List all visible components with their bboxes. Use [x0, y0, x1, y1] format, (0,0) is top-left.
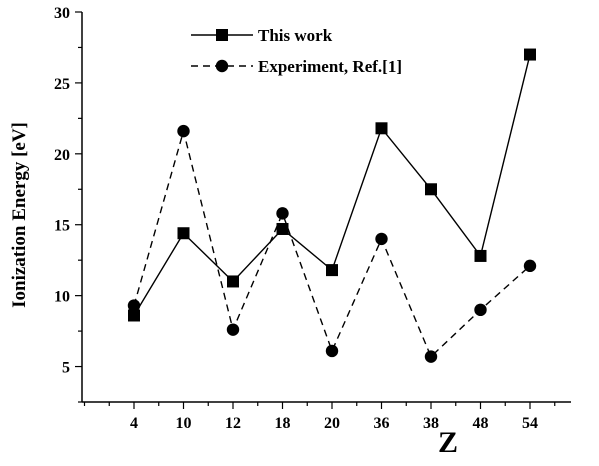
data-point-square — [474, 249, 487, 262]
legend: This work Experiment, Ref.[1] — [191, 26, 402, 76]
y-tick-label: 30 — [54, 5, 70, 22]
y-tick-label: 15 — [54, 218, 70, 235]
x-tick-label: 10 — [176, 415, 192, 432]
data-point-square — [128, 309, 140, 322]
y-axis-ticks: 5 10 15 20 25 30 — [54, 5, 82, 403]
data-point-square — [425, 183, 437, 196]
data-point-circle — [177, 124, 190, 138]
data-point-square — [375, 122, 388, 135]
x-tick-label: 38 — [423, 415, 439, 432]
series-this-work — [128, 48, 536, 322]
x-axis-ticks: 4 10 12 18 20 36 38 48 54 — [83, 402, 556, 432]
x-tick-label: 18 — [275, 415, 291, 432]
data-point-circle — [325, 344, 339, 358]
x-tick-label: 12 — [225, 415, 241, 432]
x-tick-label: 4 — [130, 415, 138, 432]
x-tick-label: 36 — [374, 415, 390, 432]
data-series — [127, 48, 537, 363]
data-point-circle — [424, 350, 438, 363]
data-point-square — [227, 275, 239, 288]
series-line — [133, 54, 531, 316]
data-point-square — [326, 264, 338, 277]
data-point-circle — [226, 323, 240, 336]
series-experiment — [127, 124, 537, 363]
data-point-circle — [474, 303, 487, 317]
data-point-square — [276, 222, 289, 235]
x-axis-title: Z — [438, 426, 458, 459]
x-tick-label: 54 — [522, 415, 538, 432]
data-point-circle — [276, 207, 289, 220]
legend-marker-circle — [215, 59, 229, 73]
y-tick-label: 25 — [54, 76, 70, 93]
y-tick-label: 20 — [54, 147, 70, 164]
legend-label: This work — [258, 26, 333, 45]
data-point-circle — [127, 299, 141, 312]
x-tick-label: 48 — [473, 415, 489, 432]
series-line — [133, 128, 531, 358]
legend-item: Experiment, Ref.[1] — [191, 57, 402, 76]
x-tick-label: 20 — [324, 415, 340, 432]
legend-label: Experiment, Ref.[1] — [258, 57, 402, 76]
legend-marker-square — [216, 29, 228, 41]
legend-item: This work — [191, 26, 333, 45]
data-point-square — [177, 227, 190, 240]
axes: 5 10 15 20 25 30 4 10 12 18 20 36 38 48 54 — [54, 5, 571, 432]
data-point-circle — [375, 232, 388, 246]
data-point-circle — [523, 259, 537, 273]
y-tick-label: 10 — [54, 289, 70, 306]
y-tick-label: 5 — [62, 360, 70, 377]
data-point-square — [524, 48, 536, 61]
y-axis-title: Ionization Energy [eV] — [9, 122, 30, 308]
